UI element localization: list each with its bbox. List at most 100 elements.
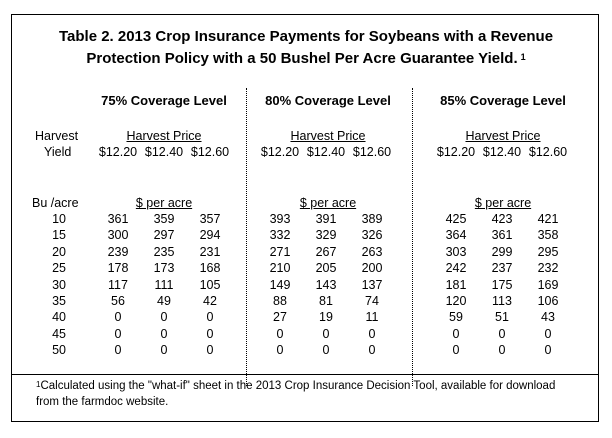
yield-cell: 25: [52, 261, 66, 276]
harvest-price-header: Harvest Price: [428, 129, 578, 143]
payment-cell: 59: [449, 310, 463, 325]
units-header-text: $ per acre: [299, 196, 357, 210]
payment-cell: 359: [153, 212, 175, 226]
payment-cell: 0: [276, 326, 284, 341]
payment-cell: 111: [154, 277, 174, 292]
payment-cell: 11: [365, 310, 379, 325]
payment-cell: 210: [269, 261, 291, 276]
payment-cell: 389: [361, 212, 383, 226]
harvest-price-column-header: $12.20: [98, 145, 138, 159]
payment-cell: 42: [203, 294, 217, 308]
payment-cell: 175: [491, 277, 513, 292]
payment-cell: 113: [492, 294, 512, 308]
payment-cell: 178: [107, 261, 129, 276]
yield-cell: 30: [52, 277, 66, 292]
payment-cell: 0: [160, 310, 168, 325]
stub-yield-label: Yield: [44, 145, 72, 159]
payment-cell: 361: [491, 228, 513, 243]
payment-cell: 0: [368, 326, 376, 341]
payment-cell: 231: [199, 244, 221, 259]
payment-cell: 51: [495, 310, 509, 325]
payment-cell: 105: [199, 277, 221, 292]
payment-cell: 0: [206, 343, 214, 358]
payment-cell: 143: [315, 277, 337, 292]
harvest-price-column-header: $12.40: [482, 145, 522, 159]
units-header: $ per acre: [453, 196, 553, 210]
harvest-price-column-header: $12.40: [306, 145, 346, 159]
payment-cell: 0: [114, 343, 122, 358]
group-separator-1: [246, 88, 247, 386]
yield-cell: 20: [52, 244, 66, 259]
harvest-price-column-header: $12.40: [144, 145, 184, 159]
payment-cell: 357: [199, 212, 221, 226]
payment-cell: 88: [273, 294, 287, 308]
table-title-line1: Table 2. 2013 Crop Insurance Payments fo…: [58, 28, 554, 45]
table-frame: [11, 14, 599, 422]
payment-cell: 181: [445, 277, 467, 292]
payment-cell: 173: [153, 261, 175, 276]
payment-cell: 149: [269, 277, 291, 292]
payment-cell: 200: [361, 261, 383, 276]
table-title-line2-text: Protection Policy with a 50 Bushel Per A…: [86, 50, 518, 67]
payment-cell: 120: [445, 294, 467, 308]
harvest-price-header-text: Harvest Price: [290, 129, 366, 143]
payment-cell: 0: [114, 326, 122, 341]
payment-cell: 391: [315, 212, 337, 226]
units-header: $ per acre: [114, 196, 214, 210]
footnote-marker: 1: [36, 380, 41, 389]
payment-cell: 263: [361, 244, 383, 259]
payment-cell: 0: [368, 343, 376, 358]
payment-cell: 271: [269, 244, 291, 259]
harvest-price-column-header: $12.60: [352, 145, 392, 159]
footnote-text: Calculated using the "what-if" sheet in …: [36, 380, 556, 408]
payment-cell: 239: [107, 244, 129, 259]
yield-cell: 35: [52, 294, 66, 308]
payment-cell: 0: [322, 326, 330, 341]
payment-cell: 295: [537, 244, 559, 259]
payment-cell: 232: [537, 261, 559, 276]
payment-cell: 169: [537, 277, 559, 292]
coverage-level-header: 75% Coverage Level: [101, 93, 227, 108]
payment-cell: 0: [498, 343, 506, 358]
table-title-line2: Protection Policy with a 50 Bushel Per A…: [0, 48, 612, 70]
stub-harvest-label: Harvest: [35, 129, 79, 143]
footnote: 1Calculated using the "what-if" sheet in…: [36, 378, 566, 410]
harvest-price-column-header: $12.20: [260, 145, 300, 159]
payment-cell: 332: [269, 228, 291, 243]
payment-cell: 0: [160, 326, 168, 341]
payment-cell: 423: [491, 212, 513, 226]
payment-cell: 364: [445, 228, 467, 243]
harvest-price-header-text: Harvest Price: [126, 129, 202, 143]
payment-cell: 294: [199, 228, 221, 243]
harvest-price-column-header: $12.20: [436, 145, 476, 159]
payment-cell: 205: [315, 261, 337, 276]
group-separator-2: [412, 88, 413, 386]
payment-cell: 0: [544, 326, 552, 341]
yield-cell: 50: [52, 343, 66, 358]
payment-cell: 300: [107, 228, 129, 243]
title-footnote-marker: 1: [520, 52, 526, 62]
payment-cell: 393: [269, 212, 291, 226]
yield-cell: 40: [52, 310, 66, 325]
payment-cell: 137: [361, 277, 383, 292]
payment-cell: 0: [452, 343, 460, 358]
payment-cell: 0: [206, 310, 214, 325]
payment-cell: 358: [537, 228, 559, 243]
payment-cell: 74: [365, 294, 379, 308]
payment-cell: 242: [445, 261, 467, 276]
harvest-price-column-header: $12.60: [528, 145, 568, 159]
payment-cell: 0: [276, 343, 284, 358]
payment-cell: 425: [445, 212, 467, 226]
payment-cell: 0: [544, 343, 552, 358]
units-header-text: $ per acre: [135, 196, 193, 210]
payment-cell: 361: [107, 212, 129, 226]
payment-cell: 81: [319, 294, 333, 308]
payment-cell: 0: [498, 326, 506, 341]
yield-cell: 15: [52, 228, 66, 243]
stub-units-label: Bu /acre: [32, 196, 79, 210]
payment-cell: 168: [199, 261, 221, 276]
payment-cell: 43: [541, 310, 555, 325]
harvest-price-header: Harvest Price: [89, 129, 239, 143]
coverage-level-header: 85% Coverage Level: [440, 93, 566, 108]
payment-cell: 0: [452, 326, 460, 341]
